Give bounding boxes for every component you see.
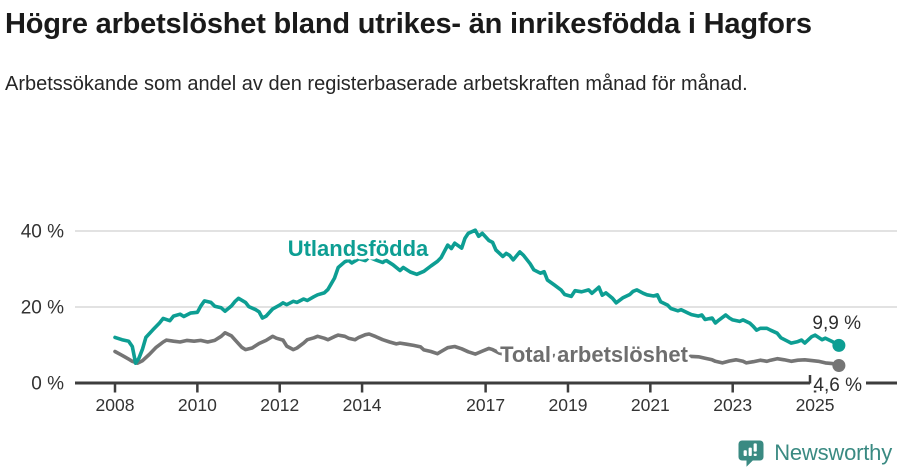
chart-header: Högre arbetslöshet bland utrikes- än inr… bbox=[5, 6, 880, 99]
svg-text:2010: 2010 bbox=[178, 395, 217, 415]
newsworthy-logo-icon bbox=[738, 440, 764, 467]
newsworthy-brand-text: Newsworthy bbox=[774, 440, 892, 465]
chart-title: Högre arbetslöshet bland utrikes- än inr… bbox=[5, 8, 812, 40]
svg-text:40 %: 40 % bbox=[21, 222, 64, 243]
svg-text:2019: 2019 bbox=[549, 395, 588, 415]
svg-text:2023: 2023 bbox=[713, 395, 752, 415]
chart-subtitle: Arbetssökande som andel av den registerb… bbox=[5, 72, 748, 95]
end-value-label-utlandsfodda: 9,9 % bbox=[812, 313, 861, 334]
svg-text:2014: 2014 bbox=[343, 395, 382, 415]
gridlines bbox=[75, 230, 897, 308]
svg-text:20 %: 20 % bbox=[21, 298, 64, 319]
svg-text:2025: 2025 bbox=[796, 395, 835, 415]
x-axis: 2008 2010 2012 2014 2017 2019 2021 2023 2025 bbox=[75, 375, 897, 415]
svg-text:2021: 2021 bbox=[631, 395, 670, 415]
series-line-utlandsfodda bbox=[113, 228, 841, 366]
y-axis-labels: 0 % 20 % 40 % bbox=[21, 222, 64, 395]
newsworthy-brand[interactable]: Newsworthy bbox=[736, 438, 892, 468]
svg-text:2017: 2017 bbox=[466, 395, 505, 415]
svg-text:2012: 2012 bbox=[260, 395, 299, 415]
series-label-utlandsfodda: Utlandsfödda bbox=[288, 236, 429, 261]
end-value-label-total-arbetsloshet: 4,6 % bbox=[813, 375, 862, 396]
series-label-total-arbetsloshet: Total arbetslöshet bbox=[500, 342, 689, 367]
series-line-total-arbetsloshet bbox=[113, 330, 841, 368]
svg-text:0 %: 0 % bbox=[31, 374, 64, 395]
series-end-dot-total-arbetsloshet bbox=[832, 359, 846, 372]
svg-text:2008: 2008 bbox=[96, 395, 135, 415]
series-end-dot-utlandsfodda bbox=[832, 338, 846, 352]
